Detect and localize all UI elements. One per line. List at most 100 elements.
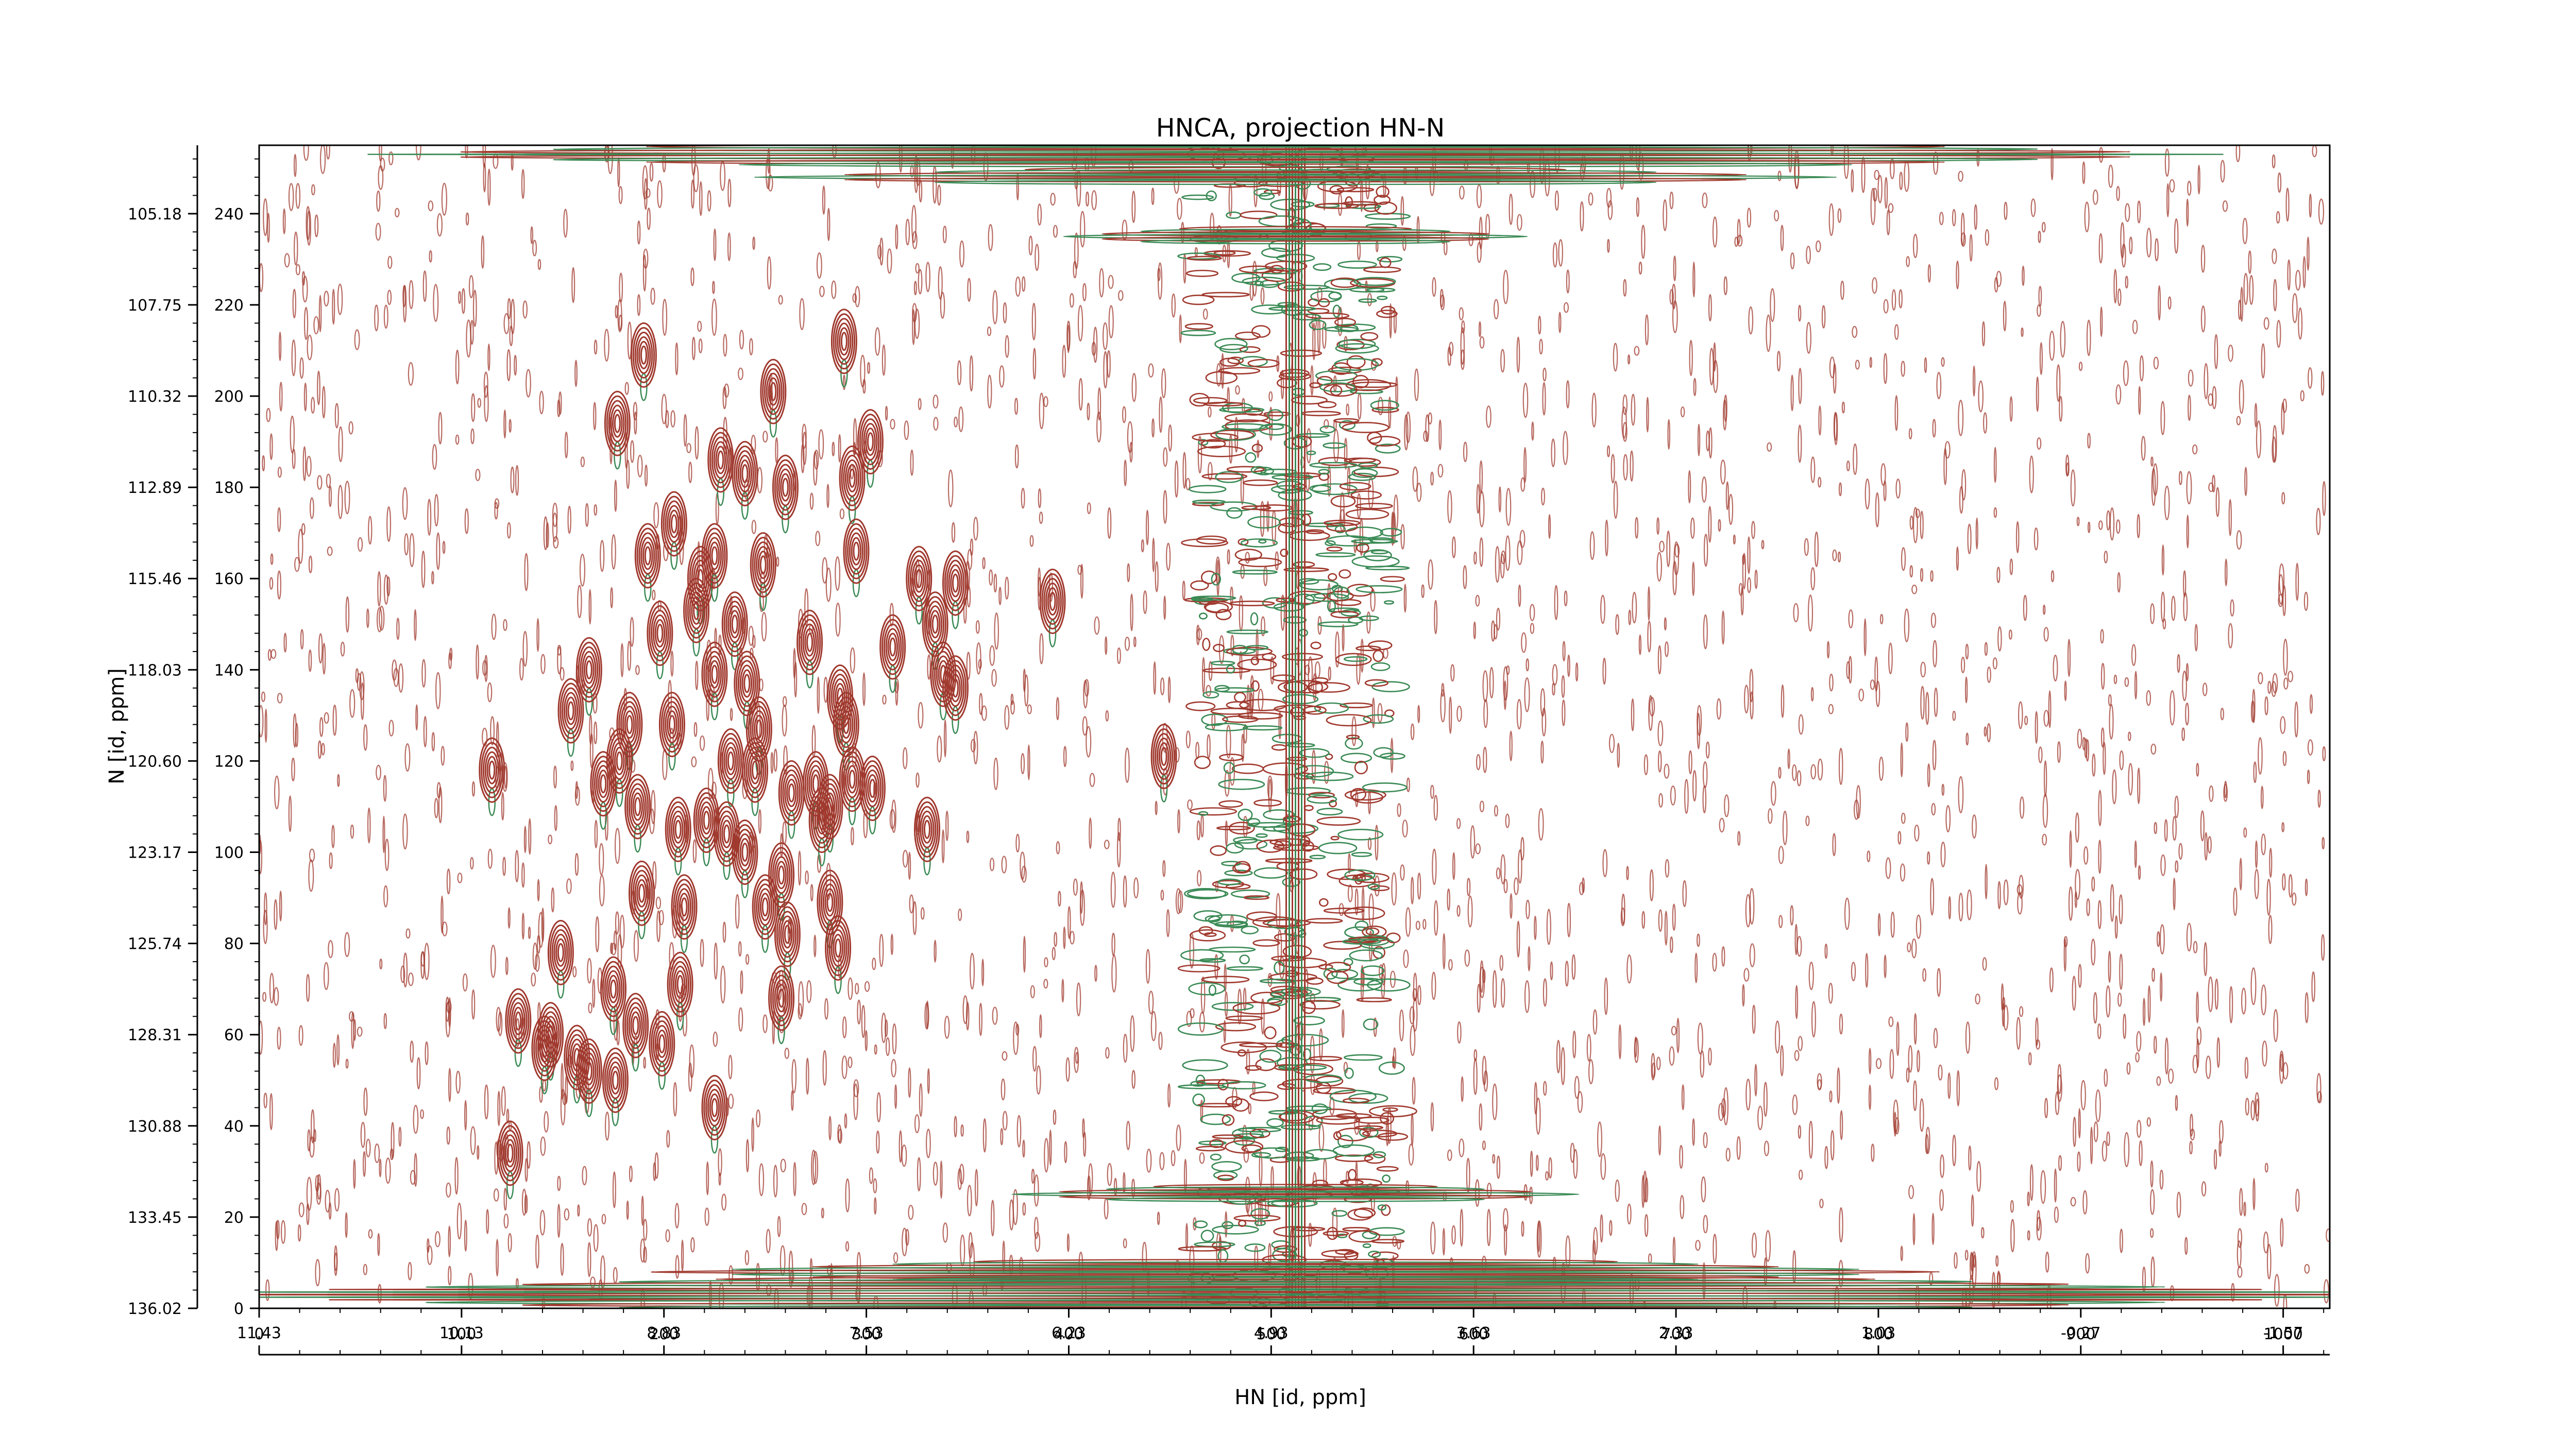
noise-contour: [778, 295, 783, 305]
noise-contour: [1899, 289, 1903, 309]
noise-contour: [482, 660, 487, 676]
peak-contour: [774, 459, 797, 516]
noise-contour: [1496, 1155, 1501, 1179]
noise-contour: [2124, 677, 2129, 687]
ridge-contour: [1337, 829, 1384, 841]
noise-contour: [1681, 1084, 1685, 1111]
noise-contour: [303, 145, 309, 161]
noise-contour: [670, 651, 674, 677]
noise-contour: [2137, 767, 2141, 805]
peak-contour: [649, 1011, 675, 1077]
noise-contour: [793, 1162, 796, 1197]
peak-contour: [928, 605, 943, 643]
peak-contour: [752, 710, 767, 748]
noise-contour: [326, 473, 331, 488]
noise-contour: [1778, 766, 1782, 779]
noise-contour: [1853, 443, 1858, 475]
noise-contour: [1052, 947, 1056, 961]
noise-contour: [309, 848, 315, 862]
noise-contour: [560, 667, 565, 681]
noise-contour: [587, 958, 592, 984]
noise-contour: [2308, 367, 2313, 389]
noise-contour: [2223, 783, 2228, 802]
ridge-contour: [1326, 546, 1343, 552]
noise-contour: [1971, 1194, 1974, 1227]
noise-contour: [323, 962, 329, 991]
ridge-contour: [1363, 1018, 1379, 1031]
peak-contour: [651, 1015, 673, 1072]
noise-contour: [404, 743, 411, 772]
ridge-contour: [1256, 839, 1285, 853]
ridge-contour: [1350, 490, 1382, 500]
noise-contour: [276, 1220, 280, 1240]
noise-contour: [297, 1224, 301, 1242]
noise-contour: [534, 953, 540, 972]
noise-contour: [604, 329, 609, 362]
noise-contour: [1030, 985, 1035, 999]
noise-contour: [1742, 984, 1745, 1007]
noise-contour: [1913, 1013, 1917, 1045]
noise-contour: [1252, 261, 1257, 297]
noise-contour: [1522, 383, 1529, 418]
ridge-contour: [1373, 747, 1394, 758]
noise-contour: [1978, 380, 1984, 413]
noise-contour: [2033, 527, 2039, 551]
ridge-contour: [1239, 954, 1250, 965]
ridge-contour: [1332, 304, 1341, 318]
noise-contour: [2029, 455, 2034, 493]
noise-contour: [523, 826, 527, 853]
noise-contour: [892, 1023, 897, 1055]
noise-contour: [1171, 293, 1176, 318]
peak-contour: [778, 468, 793, 506]
noise-contour: [1952, 1134, 1957, 1167]
peak-contour: [742, 737, 769, 803]
ridge-contour: [1232, 863, 1251, 874]
noise-contour: [2058, 1155, 2062, 1171]
noise-contour: [611, 534, 616, 570]
noise-contour: [593, 1224, 599, 1252]
noise-contour: [610, 587, 614, 609]
noise-contour: [1503, 269, 1509, 304]
noise-contour: [432, 443, 437, 470]
noise-contour: [2098, 520, 2103, 530]
noise-contour: [1932, 419, 1936, 438]
noise-contour: [919, 1083, 923, 1117]
ridge-contour: [1280, 549, 1289, 557]
noise-contour: [2156, 1076, 2161, 1086]
noise-contour: [1039, 511, 1043, 524]
noise-contour: [363, 724, 368, 751]
noise-contour: [1877, 913, 1881, 936]
noise-contour: [1875, 492, 1879, 527]
noise-contour: [1934, 687, 1938, 718]
ridge-contour: [1339, 482, 1371, 491]
noise-contour: [757, 467, 762, 493]
ridge-streak: [460, 149, 2131, 155]
ridge-contour: [1254, 1220, 1266, 1226]
ridge-contour: [1386, 932, 1401, 944]
noise-contour: [350, 824, 354, 839]
ridge-contour: [1204, 402, 1243, 407]
noise-contour: [1680, 1194, 1685, 1219]
peak-contour: [776, 906, 799, 963]
noise-contour: [1658, 1125, 1662, 1156]
ridge-contour: [1238, 557, 1282, 568]
peak-contour: [503, 1134, 518, 1172]
peak-contour: [705, 532, 724, 579]
x-ppm-tick-label: 7.53: [849, 1324, 884, 1342]
noise-contour: [462, 973, 468, 992]
noise-contour: [416, 145, 421, 161]
noise-contour: [1810, 567, 1816, 590]
peak-contour: [673, 879, 696, 935]
noise-contour: [780, 1158, 786, 1173]
ridge-contour: [1262, 826, 1289, 832]
noise-contour: [640, 1238, 646, 1263]
ridge-contour: [1353, 978, 1384, 986]
noise-contour: [302, 276, 308, 303]
noise-contour: [1540, 740, 1544, 764]
noise-contour: [686, 443, 691, 453]
peak-contour: [1153, 728, 1175, 785]
noise-contour: [912, 309, 916, 345]
noise-contour: [1939, 1189, 1944, 1211]
noise-contour: [379, 605, 385, 631]
noise-contour: [1530, 1150, 1533, 1177]
